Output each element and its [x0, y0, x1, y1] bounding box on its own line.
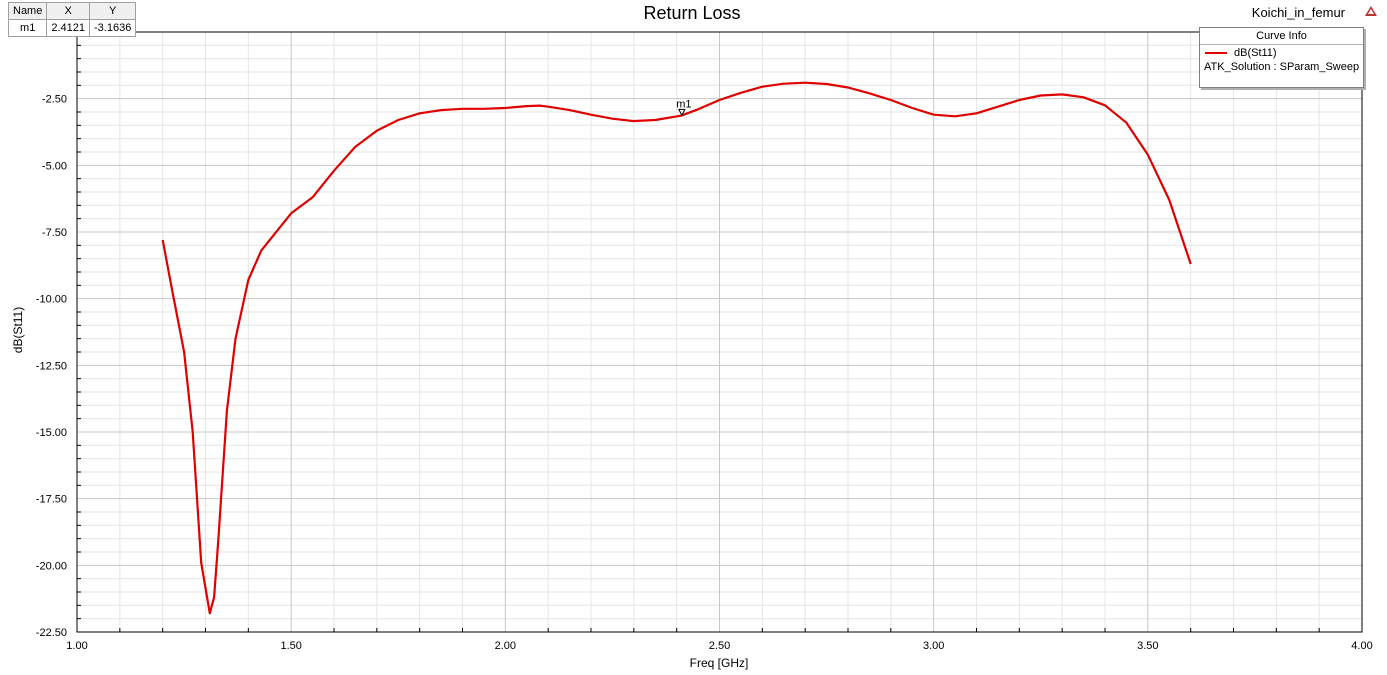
y-tick-label: -2.50: [42, 94, 67, 106]
legend-series-label: dB(St11): [1234, 47, 1277, 59]
marker-x-cell: 2.4121: [46, 19, 90, 37]
series-line-dBSt11: [161, 81, 1192, 615]
curve-info-header: Curve Info: [1200, 28, 1363, 45]
x-tick-label: 4.00: [1351, 640, 1372, 652]
y-axis-label: dB(St11): [11, 307, 25, 353]
marker-table-col-x: X: [46, 2, 90, 20]
project-name: Koichi_in_femur: [1251, 5, 1345, 20]
y-tick-labels: -2.50 -5.00 -7.50 -10.00 -12.50 -15.00 -17.50 -…: [36, 94, 67, 639]
y-tick-label: -20.00: [36, 560, 67, 572]
y-tick-label: -5.00: [42, 160, 67, 172]
x-tick-label: 3.50: [1137, 640, 1158, 652]
legend-swatch: [1205, 52, 1227, 54]
plot-area: [76, 31, 1363, 633]
y-tick-label: -22.50: [36, 627, 67, 639]
y-tick-label: -7.50: [42, 227, 67, 239]
chart-grid: [76, 32, 1363, 633]
marker-table-row[interactable]: m1 2.4121 -3.1636: [7, 19, 137, 37]
legend-solution-label: ATK_Solution : SParam_Sweep: [1204, 61, 1360, 73]
marker-table-col-name: Name: [7, 2, 48, 20]
axis-ticks: [77, 44, 1320, 632]
x-tick-label: 1.00: [66, 640, 87, 652]
legend-entry[interactable]: dB(St11): [1200, 46, 1363, 60]
curve-info-legend[interactable]: Curve Info dB(St11) ATK_Solution : SPara…: [1199, 27, 1364, 88]
marker-table: Name X Y m1 2.4121 -3.1636: [7, 2, 137, 37]
marker-m1-symbol: [678, 108, 686, 117]
y-tick-label: -17.50: [36, 494, 67, 506]
marker-name-cell: m1: [7, 19, 48, 37]
marker-m1[interactable]: m1: [676, 98, 691, 117]
marker-m1-label: m1: [676, 98, 691, 110]
warning-icon[interactable]: [1365, 6, 1377, 16]
y-tick-label: -10.00: [36, 294, 67, 306]
y-tick-label: -12.50: [36, 360, 67, 372]
marker-table-header: Name X Y: [7, 2, 137, 20]
chart-title: Return Loss: [643, 3, 740, 23]
x-tick-labels: 1.00 1.50 2.00 2.50 3.00 3.50 4.00: [66, 640, 1372, 652]
x-tick-label: 3.00: [923, 640, 944, 652]
x-tick-label: 2.00: [495, 640, 516, 652]
x-tick-label: 1.50: [280, 640, 301, 652]
x-tick-label: 2.50: [709, 640, 730, 652]
x-axis-label: Freq [GHz]: [690, 656, 749, 670]
marker-y-cell: -3.1636: [88, 19, 137, 37]
y-tick-label: -15.00: [36, 427, 67, 439]
marker-table-col-y: Y: [88, 2, 137, 20]
